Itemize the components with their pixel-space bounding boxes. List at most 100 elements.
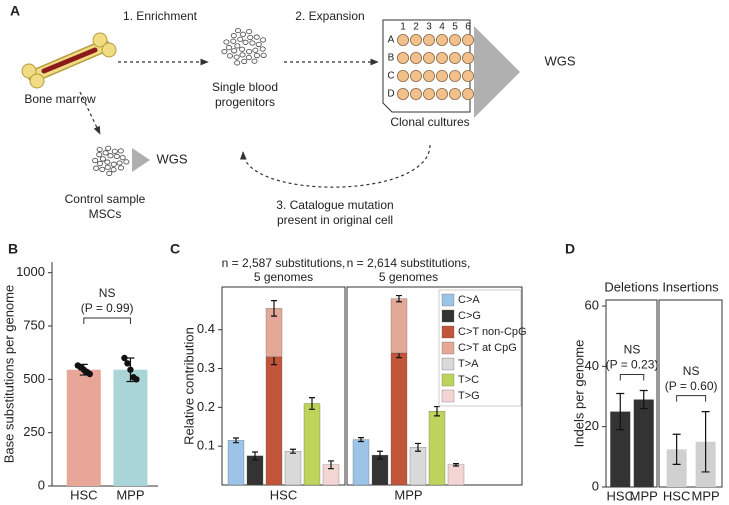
well bbox=[396, 88, 409, 101]
y-tick-label: 250 bbox=[23, 424, 45, 439]
cell bbox=[241, 58, 248, 65]
cell bbox=[233, 54, 240, 60]
plate-column: 5 bbox=[452, 22, 458, 33]
cell bbox=[106, 170, 113, 176]
legend-label: C>T at CpG bbox=[458, 342, 517, 354]
cell bbox=[113, 153, 120, 159]
cell bbox=[246, 48, 253, 55]
well bbox=[409, 52, 422, 65]
cell bbox=[110, 161, 117, 167]
bar bbox=[610, 411, 631, 487]
cell bbox=[260, 37, 267, 43]
well bbox=[422, 88, 435, 101]
plate-column: 2 bbox=[413, 22, 419, 33]
error-bar bbox=[233, 437, 239, 444]
y-tick-label: 750 bbox=[23, 317, 45, 332]
y-tick-label: 40 bbox=[585, 358, 599, 373]
annotation: (P = 0.60) bbox=[665, 379, 718, 393]
cell bbox=[225, 44, 232, 51]
well bbox=[461, 70, 474, 83]
facet-label: MPP bbox=[394, 487, 422, 502]
cell bbox=[117, 165, 125, 171]
cell bbox=[234, 60, 241, 66]
cell bbox=[110, 167, 117, 173]
cell bbox=[107, 153, 114, 159]
cell bbox=[119, 154, 126, 161]
well bbox=[461, 52, 474, 65]
bar-segment bbox=[390, 352, 408, 486]
facet-frame bbox=[605, 299, 658, 488]
error-bar bbox=[309, 397, 315, 410]
error-bar bbox=[252, 451, 258, 461]
legend-label: T>A bbox=[458, 358, 479, 370]
panel-label: B bbox=[8, 241, 18, 257]
plate-row: A bbox=[388, 35, 395, 46]
well bbox=[448, 52, 461, 65]
bar-segment bbox=[390, 298, 408, 354]
x-tick-label: MPP bbox=[630, 488, 658, 503]
bar-segment bbox=[265, 356, 283, 486]
bar bbox=[66, 369, 101, 486]
sequencing-arrow bbox=[132, 148, 150, 172]
progenitor-label: Single blood bbox=[212, 80, 278, 94]
cell bbox=[242, 39, 249, 45]
y-axis-label: Base substitutions per genome bbox=[1, 285, 16, 464]
well bbox=[409, 88, 422, 101]
panel-label: D bbox=[565, 241, 575, 257]
error-bar bbox=[377, 450, 383, 460]
workflow-diagram: Bone marrow 1. Enrichment Single blood p… bbox=[21, 9, 576, 227]
cell bbox=[234, 27, 242, 34]
facet-subtitle: n = 2,614 substitutions, bbox=[347, 256, 471, 270]
plate-row: B bbox=[388, 53, 395, 64]
cell bbox=[117, 148, 124, 154]
legend-label: T>C bbox=[458, 374, 479, 386]
cell bbox=[240, 31, 247, 37]
facet-subtitle: n = 2,587 substitutions, bbox=[222, 256, 346, 270]
cell bbox=[247, 34, 254, 41]
well bbox=[461, 34, 474, 47]
facet-title: Insertions bbox=[662, 279, 719, 294]
well bbox=[422, 34, 435, 47]
well bbox=[435, 88, 448, 101]
step-label: 1. Enrichment bbox=[123, 9, 198, 23]
bar-segment bbox=[428, 411, 446, 486]
data-point bbox=[86, 370, 94, 378]
bar-segment bbox=[352, 439, 370, 486]
legend-swatch bbox=[441, 309, 455, 323]
x-tick-label: HSC bbox=[70, 487, 97, 502]
plate-column: 4 bbox=[439, 22, 445, 33]
error-bar bbox=[358, 437, 364, 443]
sequencing-arrow bbox=[474, 26, 520, 118]
cell bbox=[104, 164, 111, 170]
legend-frame bbox=[438, 289, 522, 407]
error-bar bbox=[639, 389, 648, 410]
progenitor-label: progenitors bbox=[215, 95, 275, 109]
y-tick-label: 0.2 bbox=[197, 399, 215, 414]
y-axis-label: Indels per genome bbox=[571, 340, 586, 448]
bar bbox=[113, 369, 148, 486]
bone-icon bbox=[21, 32, 117, 89]
arrow bbox=[79, 91, 101, 135]
x-tick-label: MPP bbox=[116, 487, 144, 502]
cell bbox=[259, 46, 266, 52]
facet-subtitle: 5 genomes bbox=[254, 270, 313, 284]
cell-cluster bbox=[221, 27, 267, 66]
cell bbox=[223, 39, 230, 45]
facet-title: Deletions bbox=[604, 279, 659, 294]
error-bar bbox=[434, 405, 440, 417]
cell bbox=[92, 157, 99, 164]
well bbox=[396, 70, 409, 83]
cell bbox=[230, 32, 237, 39]
plate-column: 6 bbox=[465, 22, 471, 33]
error-bar bbox=[616, 392, 625, 431]
cell bbox=[231, 48, 238, 54]
well bbox=[435, 34, 448, 47]
significance-bracket bbox=[676, 395, 707, 402]
bar-segment bbox=[303, 403, 321, 486]
annotation: NS bbox=[99, 286, 116, 300]
cell bbox=[234, 43, 241, 49]
well bbox=[422, 52, 435, 65]
well bbox=[448, 88, 461, 101]
control-label: Control sample bbox=[65, 192, 146, 206]
data-point bbox=[124, 360, 131, 367]
